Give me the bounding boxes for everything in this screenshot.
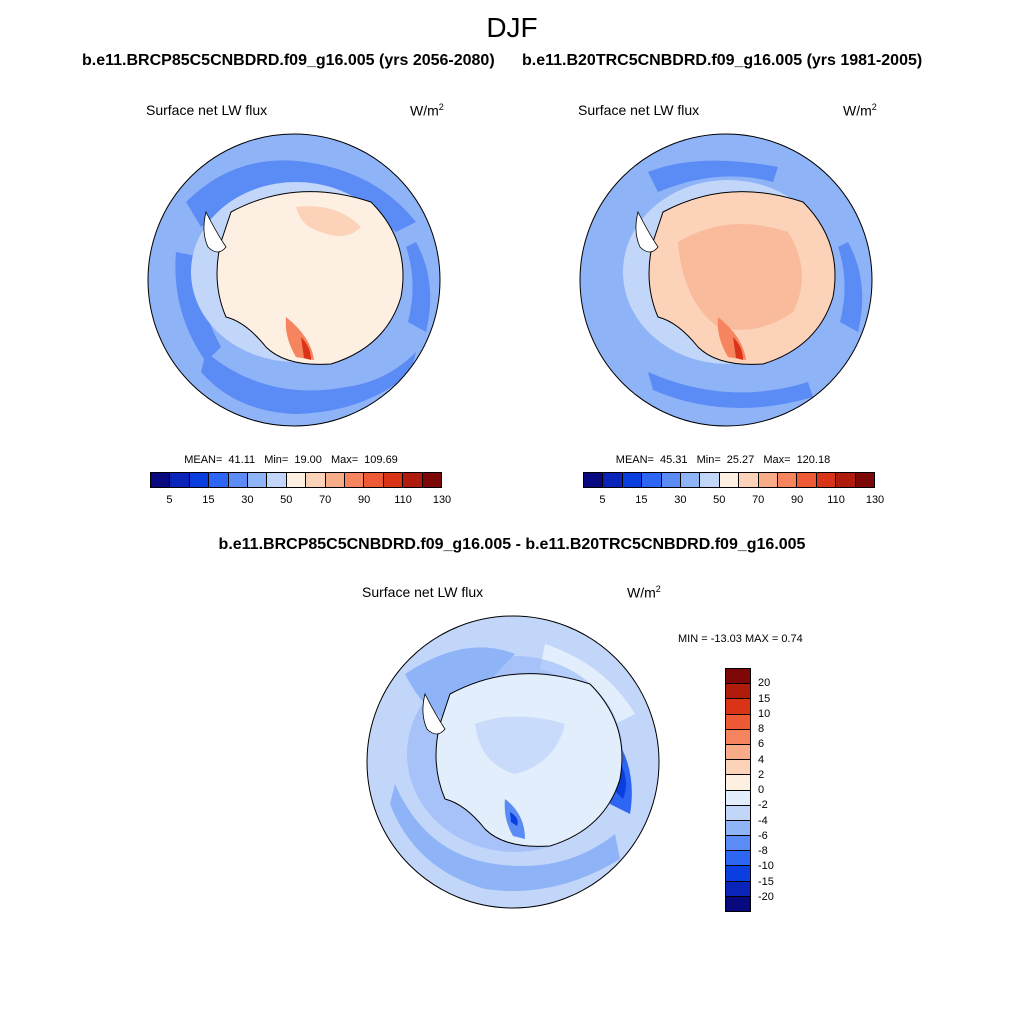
- diff-units: W/m2: [627, 584, 661, 601]
- colorbar-swatch: [726, 684, 750, 700]
- colorbar-swatch: [209, 473, 229, 487]
- panel-a-units: W/m2: [410, 102, 444, 119]
- colorbar-swatch: [797, 473, 817, 487]
- colorbar-tick-label: 50: [713, 494, 726, 506]
- colorbar-tick-label: 5: [166, 494, 173, 506]
- panel-a-colorbar: [150, 472, 442, 488]
- colorbar-swatch: [584, 473, 604, 487]
- case-a-title: b.e11.BRCP85C5CNBDRD.f09_g16.005 (yrs 20…: [82, 52, 495, 69]
- colorbar-swatch: [726, 866, 750, 882]
- colorbar-tick-label: 15: [758, 692, 771, 705]
- colorbar-swatch: [364, 473, 384, 487]
- colorbar-tick-label: 110: [394, 494, 412, 506]
- colorbar-tick-label: 6: [758, 738, 765, 751]
- colorbar-tick-label: 4: [758, 753, 765, 766]
- colorbar-swatch: [739, 473, 759, 487]
- colorbar-swatch: [778, 473, 798, 487]
- colorbar-tick-label: -6: [758, 829, 768, 842]
- colorbar-tick-label: -2: [758, 799, 768, 812]
- colorbar-swatch: [267, 473, 287, 487]
- colorbar-swatch: [726, 851, 750, 867]
- panel-b-colorbar: [583, 472, 875, 488]
- colorbar-swatch: [700, 473, 720, 487]
- colorbar-tick-label: 50: [280, 494, 293, 506]
- panel-b-units: W/m2: [843, 102, 877, 119]
- colorbar-tick-label: -15: [758, 875, 774, 888]
- colorbar-swatch: [228, 473, 249, 487]
- colorbar-tick-label: 90: [791, 494, 804, 506]
- colorbar-swatch: [726, 699, 750, 715]
- colorbar-swatch: [325, 473, 346, 487]
- colorbar-swatch: [726, 881, 750, 897]
- panel-a-polar-map: [147, 133, 441, 427]
- colorbar-tick-label: 110: [827, 494, 845, 506]
- colorbar-tick-label: 30: [674, 494, 687, 506]
- colorbar-swatch: [151, 473, 171, 487]
- colorbar-tick-label: 70: [319, 494, 332, 506]
- case-b-title: b.e11.B20TRC5CNBDRD.f09_g16.005 (yrs 198…: [522, 52, 923, 69]
- colorbar-tick-label: 15: [202, 494, 215, 506]
- colorbar-swatch: [622, 473, 643, 487]
- colorbar-swatch: [403, 473, 423, 487]
- colorbar-swatch: [306, 473, 326, 487]
- panel-b-stats: MEAN= 45.31 Min= 25.27 Max= 120.18: [615, 454, 831, 466]
- colorbar-swatch: [726, 820, 750, 837]
- colorbar-swatch: [726, 896, 750, 911]
- colorbar-swatch: [719, 473, 740, 487]
- colorbar-swatch: [758, 473, 779, 487]
- colorbar-swatch: [422, 473, 442, 487]
- colorbar-swatch: [726, 760, 750, 776]
- colorbar-swatch: [726, 836, 750, 852]
- colorbar-swatch: [189, 473, 210, 487]
- diff-minmax: MIN = -13.03 MAX = 0.74: [678, 633, 803, 645]
- colorbar-tick-label: 10: [758, 707, 771, 720]
- colorbar-tick-label: 8: [758, 723, 765, 735]
- colorbar-tick-label: -4: [758, 814, 768, 827]
- colorbar-swatch: [603, 473, 623, 487]
- colorbar-swatch: [836, 473, 856, 487]
- colorbar-swatch: [726, 744, 750, 761]
- colorbar-tick-label: 15: [635, 494, 648, 506]
- panel-b-variable: Surface net LW flux: [578, 102, 700, 118]
- colorbar-swatch: [661, 473, 682, 487]
- figure-title: DJF: [486, 12, 538, 43]
- panel-a-stats: MEAN= 41.11 Min= 19.00 Max= 109.69: [184, 454, 398, 466]
- colorbar-tick-label: 90: [358, 494, 371, 506]
- colorbar-tick-label: 70: [752, 494, 765, 506]
- colorbar-swatch: [855, 473, 875, 487]
- colorbar-tick-label: 130: [865, 494, 885, 506]
- colorbar-tick-label: 130: [432, 494, 452, 506]
- colorbar-swatch: [642, 473, 662, 487]
- colorbar-tick-label: 2: [758, 768, 765, 781]
- diff-polar-map: [366, 615, 660, 909]
- diff-colorbar: [725, 668, 751, 912]
- panel-a-variable: Surface net LW flux: [146, 102, 268, 118]
- colorbar-swatch: [816, 473, 837, 487]
- colorbar-swatch: [726, 729, 750, 745]
- colorbar-swatch: [726, 669, 750, 685]
- panel-a-colorbar-ticks: 5 15 30 50 70 90 110 130: [150, 494, 451, 508]
- panel-b-polar-map: [579, 133, 873, 427]
- colorbar-swatch: [726, 714, 750, 730]
- colorbar-swatch: [383, 473, 404, 487]
- colorbar-swatch: [681, 473, 701, 487]
- colorbar-tick-label: -10: [758, 860, 774, 873]
- diff-variable: Surface net LW flux: [362, 584, 484, 600]
- colorbar-tick-label: -8: [758, 845, 768, 857]
- colorbar-tick-label: 0: [758, 784, 765, 796]
- colorbar-tick-label: 5: [599, 494, 606, 506]
- colorbar-swatch: [726, 805, 750, 821]
- colorbar-swatch: [345, 473, 365, 487]
- colorbar-swatch: [170, 473, 190, 487]
- panel-b-colorbar-ticks: 5 15 30 50 70 90 110 130: [583, 494, 884, 508]
- colorbar-swatch: [248, 473, 268, 487]
- colorbar-swatch: [726, 790, 750, 806]
- diff-title: b.e11.BRCP85C5CNBDRD.f09_g16.005 - b.e11…: [218, 536, 806, 553]
- colorbar-swatch: [726, 775, 750, 791]
- diff-colorbar-ticks: 20 15 10 8 6 4 2 0 -2 -4 -6 -8 -10 -15 -20: [758, 668, 798, 910]
- colorbar-tick-label: 20: [758, 677, 771, 690]
- colorbar-swatch: [286, 473, 307, 487]
- colorbar-tick-label: -20: [758, 890, 774, 903]
- colorbar-tick-label: 30: [241, 494, 254, 506]
